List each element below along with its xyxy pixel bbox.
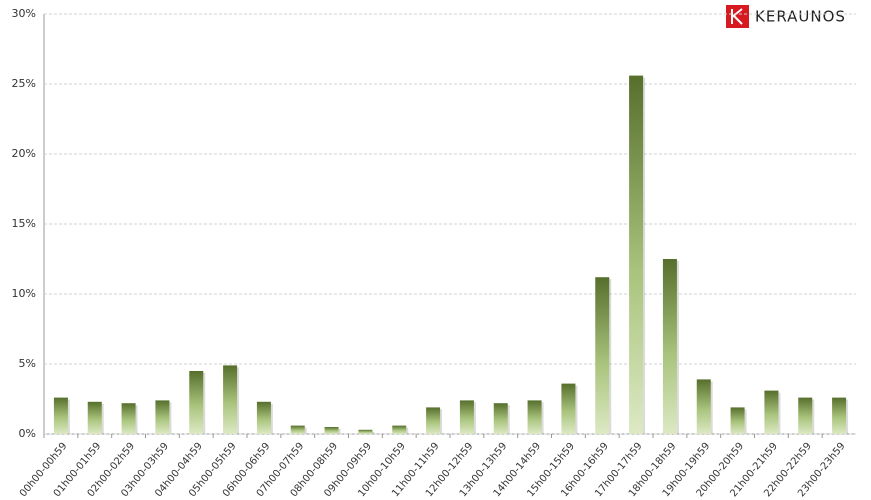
bar [324,427,339,434]
logo-icon [726,5,749,28]
bar [87,401,102,434]
y-tick-label: 5% [19,357,36,370]
bar [426,407,441,434]
bar [662,259,677,434]
bar [561,383,576,434]
bar [256,401,271,434]
bar [595,277,610,434]
bar [358,429,373,434]
bar [189,371,204,434]
y-tick-label: 30% [12,7,36,20]
bar [290,425,305,434]
bar [155,400,170,434]
bar [493,403,508,434]
y-tick-label: 15% [12,217,36,230]
bar [223,365,238,434]
bar [696,379,711,434]
bar [629,75,644,434]
y-tick-label: 25% [12,77,36,90]
bar [730,407,745,434]
logo-glyph [731,8,743,25]
bar [832,397,847,434]
bar [53,397,68,434]
bar [121,403,136,434]
y-tick-label: 20% [12,147,36,160]
y-tick-label: 0% [19,427,36,440]
bar [459,400,474,434]
bar [527,400,542,434]
logo: KERAUNOS [726,5,846,28]
bar [392,425,407,434]
y-tick-label: 10% [12,287,36,300]
logo-text: KERAUNOS [755,8,846,26]
bar [764,390,779,434]
bar [798,397,813,434]
